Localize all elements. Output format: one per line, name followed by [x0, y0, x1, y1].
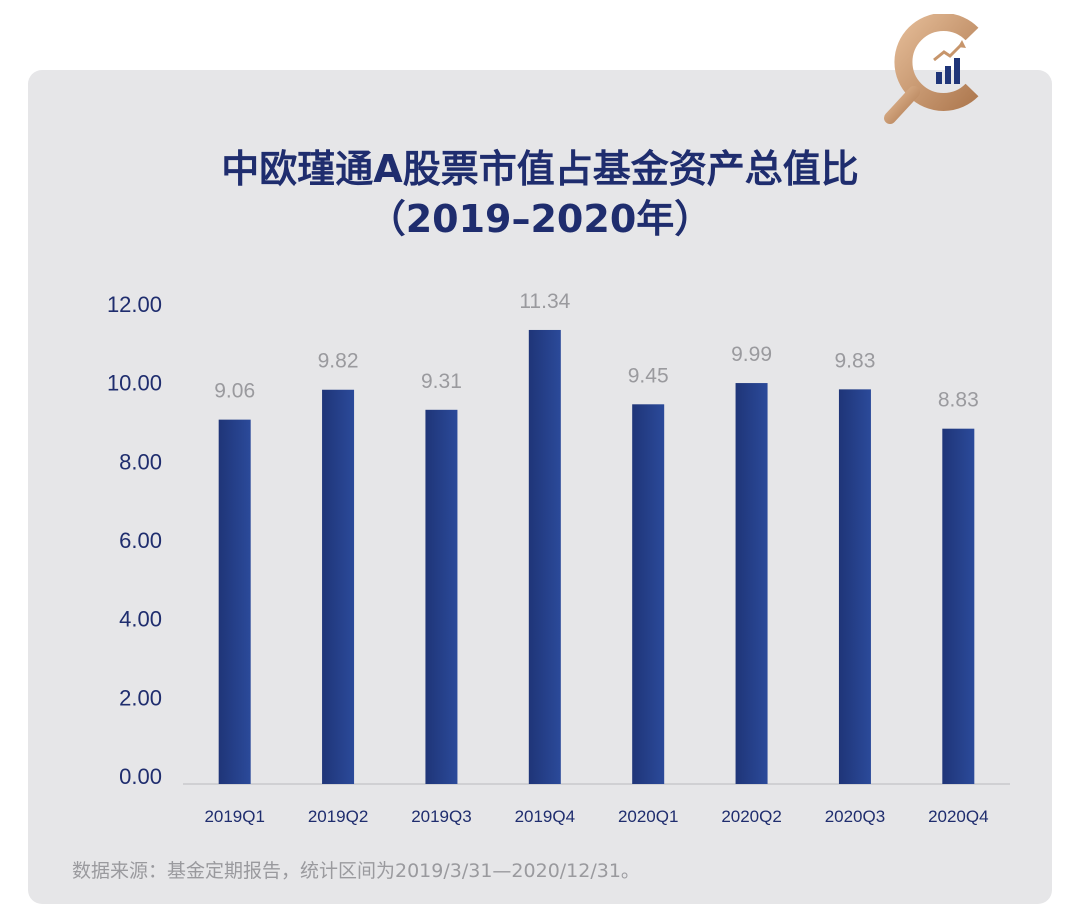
bar-2019q2 — [322, 389, 355, 784]
data-label: 9.31 — [421, 370, 462, 393]
data-label: 9.45 — [628, 364, 669, 387]
data-label: 9.82 — [318, 350, 359, 373]
data-source-note: 数据来源：基金定期报告，统计区间为2019/3/31—2020/12/31。 — [72, 860, 640, 882]
bar-2020q2 — [735, 383, 768, 784]
data-label: 9.99 — [731, 343, 772, 366]
y-tick-label: 0.00 — [119, 764, 162, 789]
bar-2020q4 — [942, 428, 975, 784]
y-tick-label: 2.00 — [119, 685, 162, 710]
bar-2020q3 — [838, 389, 871, 784]
y-tick-label: 6.00 — [119, 528, 162, 553]
y-tick-label: 8.00 — [119, 449, 162, 474]
data-label: 9.06 — [214, 380, 255, 403]
y-tick-label: 4.00 — [119, 607, 162, 632]
data-label: 9.83 — [835, 349, 876, 372]
bar-2019q1 — [218, 419, 251, 784]
x-tick-label: 2019Q2 — [308, 807, 369, 826]
data-label: 8.83 — [938, 389, 979, 412]
x-tick-label: 2020Q3 — [825, 807, 886, 826]
y-tick-label: 10.00 — [107, 371, 162, 396]
magnifier-chart-logo-icon — [884, 14, 979, 124]
bar-2019q4 — [528, 329, 561, 784]
x-tick-label: 2020Q2 — [721, 807, 782, 826]
x-tick-label: 2019Q1 — [204, 807, 265, 826]
x-tick-label: 2020Q1 — [618, 807, 679, 826]
chart-title-line1: 中欧瑾通A股票市值占基金资产总值比 — [221, 147, 859, 191]
y-tick-label: 12.00 — [107, 292, 162, 317]
x-tick-label: 2019Q4 — [515, 807, 576, 826]
bar-2020q1 — [632, 404, 665, 784]
x-tick-label: 2020Q4 — [928, 807, 989, 826]
bar-2019q3 — [425, 409, 458, 784]
data-label: 11.34 — [519, 290, 570, 313]
x-tick-label: 2019Q3 — [411, 807, 472, 826]
chart-title-line2: （2019–2020年） — [367, 197, 713, 241]
